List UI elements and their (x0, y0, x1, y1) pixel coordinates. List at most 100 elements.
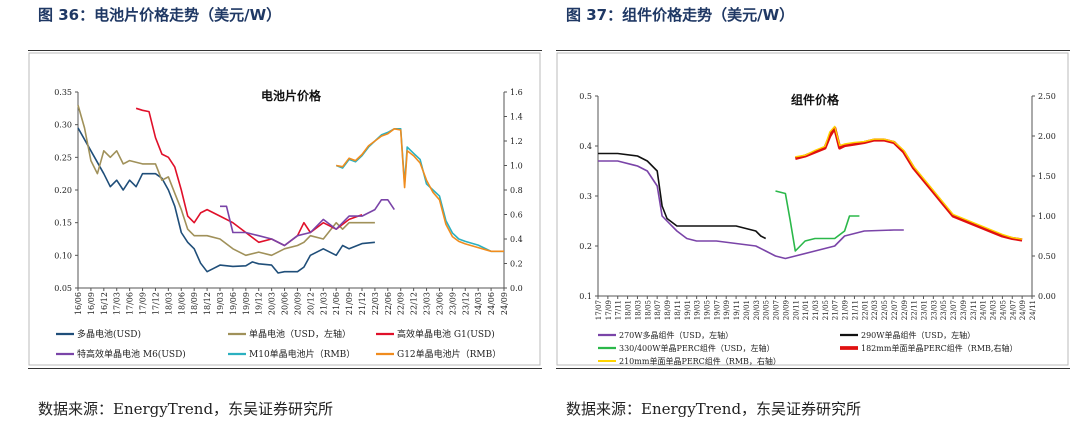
chart-title: 组件价格 (791, 92, 840, 107)
x-tick-label: 19/09 (242, 292, 251, 315)
series-line-3 (775, 190, 860, 252)
x-tick-label: 24/01 (980, 300, 988, 320)
x-tick-label: 23/01 (921, 300, 929, 320)
x-tick-label: 19/01 (684, 300, 692, 320)
x-tick-label: 17/07 (595, 300, 603, 320)
right-tick-label: 1.0 (510, 162, 523, 171)
series-line-4 (794, 126, 1023, 242)
right-tick-label: 1.6 (510, 88, 523, 97)
x-tick-label: 21/12 (358, 292, 367, 315)
x-tick-label: 19/09 (723, 300, 731, 320)
x-tick-label: 23/11 (970, 300, 978, 320)
chart-frame (28, 52, 541, 366)
x-tick-label: 23/03 (423, 292, 432, 315)
x-tick-label: 18/09 (664, 300, 672, 320)
x-tick-label: 24/05 (999, 300, 1007, 320)
legend-label: 特高效单晶电池 M6(USD) (77, 348, 186, 360)
x-tick-label: 17/12 (151, 292, 160, 315)
left-tick-label: 0.10 (54, 251, 72, 260)
x-tick-label: 22/07 (891, 300, 899, 320)
x-tick-label: 22/12 (410, 292, 419, 315)
x-tick-label: 18/01 (625, 300, 633, 320)
x-tick-label: 18/06 (177, 292, 186, 315)
x-tick-label: 19/03 (694, 300, 702, 320)
x-tick-label: 22/09 (397, 292, 406, 315)
x-tick-label: 21/07 (832, 300, 840, 320)
x-tick-label: 21/03 (319, 292, 328, 315)
x-tick-label: 16/09 (87, 292, 96, 315)
top-rule (556, 50, 1070, 51)
data-source: 数据来源：EnergyTrend，东吴证券研究所 (38, 400, 334, 418)
chart-frame (556, 52, 1069, 366)
x-tick-label: 24/03 (990, 300, 998, 320)
series-line-5 (795, 125, 1023, 240)
x-tick-label: 24/07 (1009, 300, 1017, 320)
chart-title: 电池片价格 (261, 88, 322, 103)
cell-price-chart-svg: 电池片价格 0.05 0.10 0.15 0.20 0.25 0.30 0.35 0.0 0.2 0… (28, 52, 541, 366)
x-tick-label: 17/09 (605, 300, 613, 320)
x-tick-label: 20/06 (281, 292, 290, 315)
right-tick-label: 1.2 (510, 137, 523, 146)
right-tick-label: 0.4 (510, 235, 523, 244)
x-tick-label: 19/06 (229, 292, 238, 315)
x-tick-label: 21/03 (812, 300, 820, 320)
x-tick-label: 17/06 (126, 292, 135, 315)
legend-label: 210mm单面单晶PERC组件（RMB，右轴） (619, 356, 781, 366)
right-tick-label: 0.8 (510, 186, 523, 195)
right-tick-label: 1.50 (1038, 172, 1056, 181)
x-tick-label: 22/09 (901, 300, 909, 320)
legend-label: 290W单晶组件（USD，左轴） (861, 330, 975, 340)
left-tick-label: 0.05 (54, 284, 72, 293)
x-tick-label: 22/05 (881, 300, 889, 320)
left-tick-label: 0.5 (579, 92, 592, 101)
x-tick-label: 21/05 (822, 300, 830, 320)
right-tick-label: 0.6 (510, 211, 523, 220)
module-price-chart: 组件价格 0.1 0.2 0.3 0.4 0.5 0.00 0.50 1.00 1.50 2.00 2… (556, 52, 1070, 366)
right-tick-label: 2.50 (1038, 92, 1056, 101)
x-tick-label: 19/07 (713, 300, 721, 320)
x-tick-label: 24/06 (487, 292, 496, 315)
x-tick-label: 24/11 (1029, 300, 1037, 320)
x-tick-label: 23/12 (461, 292, 470, 315)
x-tick-label: 18/11 (674, 300, 682, 320)
legend-label: 高效单晶电池 G1(USD) (397, 328, 495, 340)
figure-37-panel: 图 37：组件价格走势（美元/W） 组件价格 0.1 0.2 0.3 0.4 0.5 0.0… (556, 0, 1070, 428)
x-tick-label: 21/11 (851, 300, 859, 320)
right-tick-label: 0.50 (1038, 252, 1056, 261)
x-tick-label: 22/03 (371, 292, 380, 315)
right-tick-label: 1.00 (1038, 212, 1056, 221)
x-tick-label: 20/05 (763, 300, 771, 320)
right-tick-label: 0.0 (510, 284, 523, 293)
left-tick-label: 0.2 (579, 242, 592, 251)
x-tick-label: 22/01 (861, 300, 869, 320)
right-tick-label: 0.00 (1038, 292, 1056, 301)
figure-title: 图 37：组件价格走势（美元/W） (566, 6, 795, 24)
x-tick-label: 24/09 (500, 292, 509, 315)
legend-label: 单晶电池（USD，左轴） (249, 328, 351, 340)
x-tick-label: 18/03 (634, 300, 642, 320)
x-tick-label: 19/05 (704, 300, 712, 320)
legend-label: G12单晶电池片（RMB） (397, 348, 501, 360)
x-tick-label: 18/03 (164, 292, 173, 315)
x-tick-label: 20/07 (773, 300, 781, 320)
data-source: 数据来源：EnergyTrend，东吴证券研究所 (566, 400, 862, 418)
left-tick-label: 0.20 (54, 186, 72, 195)
right-tick-label: 2.00 (1038, 132, 1056, 141)
x-tick-label: 19/03 (216, 292, 225, 315)
legend-label: 330/400W单晶PERC组件（USD，左轴） (619, 343, 774, 353)
series-line-1 (77, 127, 375, 274)
left-tick-label: 0.3 (579, 192, 592, 201)
x-tick-label: 18/07 (654, 300, 662, 320)
x-tick-label: 18/12 (203, 292, 212, 315)
left-tick-label: 0.25 (54, 153, 72, 162)
x-tick-label: 21/06 (332, 292, 341, 315)
x-tick-label: 20/11 (792, 300, 800, 320)
cell-price-chart: 电池片价格 0.05 0.10 0.15 0.20 0.25 0.30 0.35 0.0 0.2 0… (28, 52, 542, 366)
series-line-6 (336, 128, 504, 253)
x-tick-label: 16/06 (74, 292, 83, 315)
x-tick-label: 23/06 (435, 292, 444, 315)
x-tick-label: 20/03 (268, 292, 277, 315)
legend-label: 多晶电池(USD) (77, 328, 141, 340)
left-tick-label: 0.30 (54, 121, 72, 130)
x-tick-label: 16/12 (100, 292, 109, 315)
